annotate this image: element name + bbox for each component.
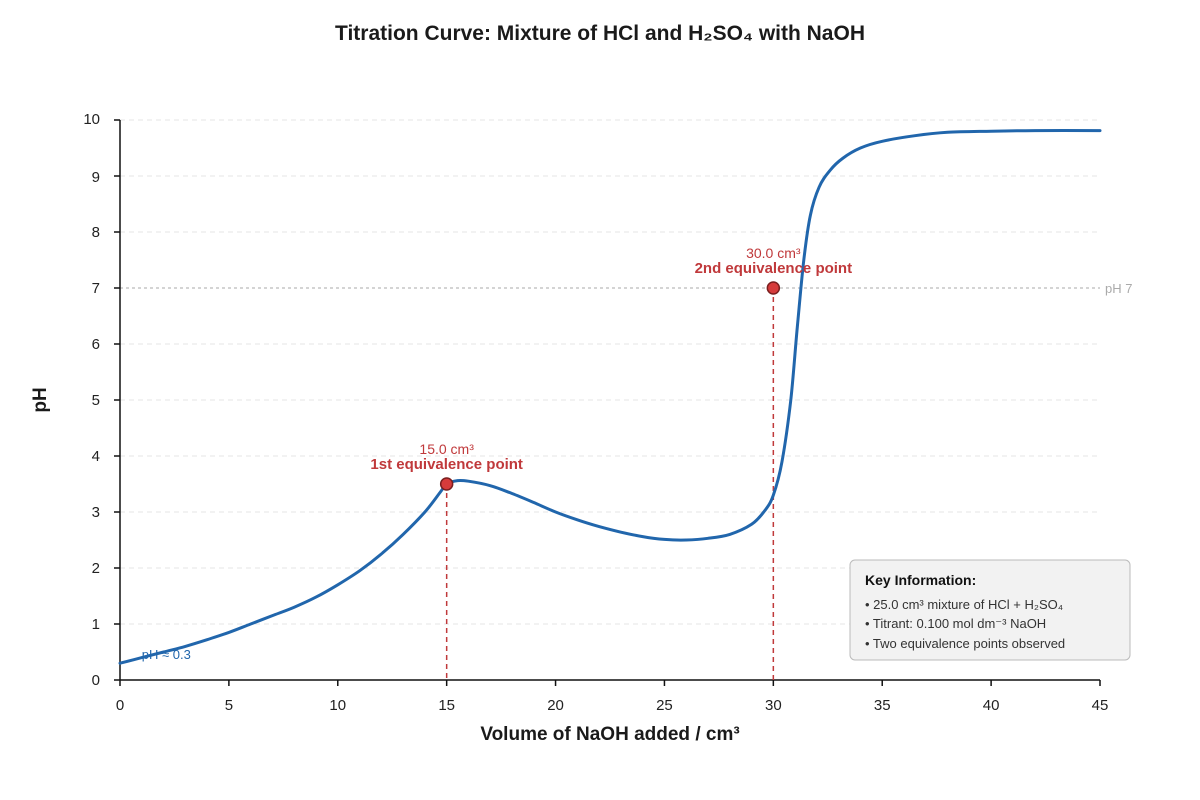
x-tick-label: 10 <box>329 697 346 714</box>
info-item-3: • Two equivalence points observed <box>865 636 1065 651</box>
y-tick-label: 3 <box>92 504 100 521</box>
x-tick-label: 35 <box>874 697 891 714</box>
y-tick-label: 1 <box>92 616 100 633</box>
y-tick-label: 2 <box>92 560 100 577</box>
series-group: pH ≈ 0.3 <box>118 129 1102 665</box>
y-axis-title: pH <box>30 387 51 412</box>
y-tick-label: 10 <box>83 111 100 128</box>
info-box-title: Key Information: <box>865 572 976 588</box>
chart-title: Titration Curve: Mixture of HCl and H₂SO… <box>335 22 865 45</box>
y-tick-label: 9 <box>92 169 100 186</box>
x-tick-label: 30 <box>765 697 782 714</box>
gridlines <box>120 119 1100 625</box>
x-tick-label: 20 <box>547 697 564 714</box>
x-tick-label: 5 <box>225 697 233 714</box>
reference-line-group: pH 7 <box>120 281 1132 296</box>
y-tick-label: 5 <box>92 392 100 409</box>
x-axis-title: Volume of NaOH added / cm³ <box>480 724 739 745</box>
x-tick-label: 40 <box>983 697 1000 714</box>
y-axis-ticks: 0 1 2 3 4 5 6 7 8 9 10 <box>83 111 120 689</box>
x-axis-ticks: 0 5 10 15 20 25 30 35 40 45 <box>116 680 1109 714</box>
info-box: Key Information: • 25.0 cm³ mixture of H… <box>849 559 1131 661</box>
y-tick-label: 7 <box>92 280 100 297</box>
titration-curve <box>118 129 1102 665</box>
equivalence-volume-label: 30.0 cm³ <box>746 245 801 261</box>
equivalence-point-label: 2nd equivalence point <box>695 260 853 277</box>
info-item-2: • Titrant: 0.100 mol dm⁻³ NaOH <box>865 616 1046 631</box>
equivalence-point-label: 1st equivalence point <box>370 456 523 473</box>
x-tick-label: 45 <box>1092 697 1109 714</box>
y-tick-label: 0 <box>92 672 100 689</box>
info-box-background <box>849 559 1131 661</box>
equivalence-point-marker <box>439 477 454 491</box>
x-tick-label: 15 <box>438 697 455 714</box>
y-tick-label: 6 <box>92 336 100 353</box>
y-tick-label: 8 <box>92 224 100 241</box>
info-item-1: • 25.0 cm³ mixture of HCl + H₂SO₄ <box>865 597 1063 612</box>
y-tick-label: 4 <box>92 448 100 465</box>
equivalence-point-marker <box>766 281 781 295</box>
equivalence-volume-label: 15.0 cm³ <box>419 441 474 457</box>
start-ph-label: pH ≈ 0.3 <box>142 647 191 662</box>
x-tick-label: 25 <box>656 697 673 714</box>
x-tick-label: 0 <box>116 697 124 714</box>
equivalence-drop-lines <box>445 288 775 680</box>
reference-line-label: pH 7 <box>1105 281 1132 296</box>
